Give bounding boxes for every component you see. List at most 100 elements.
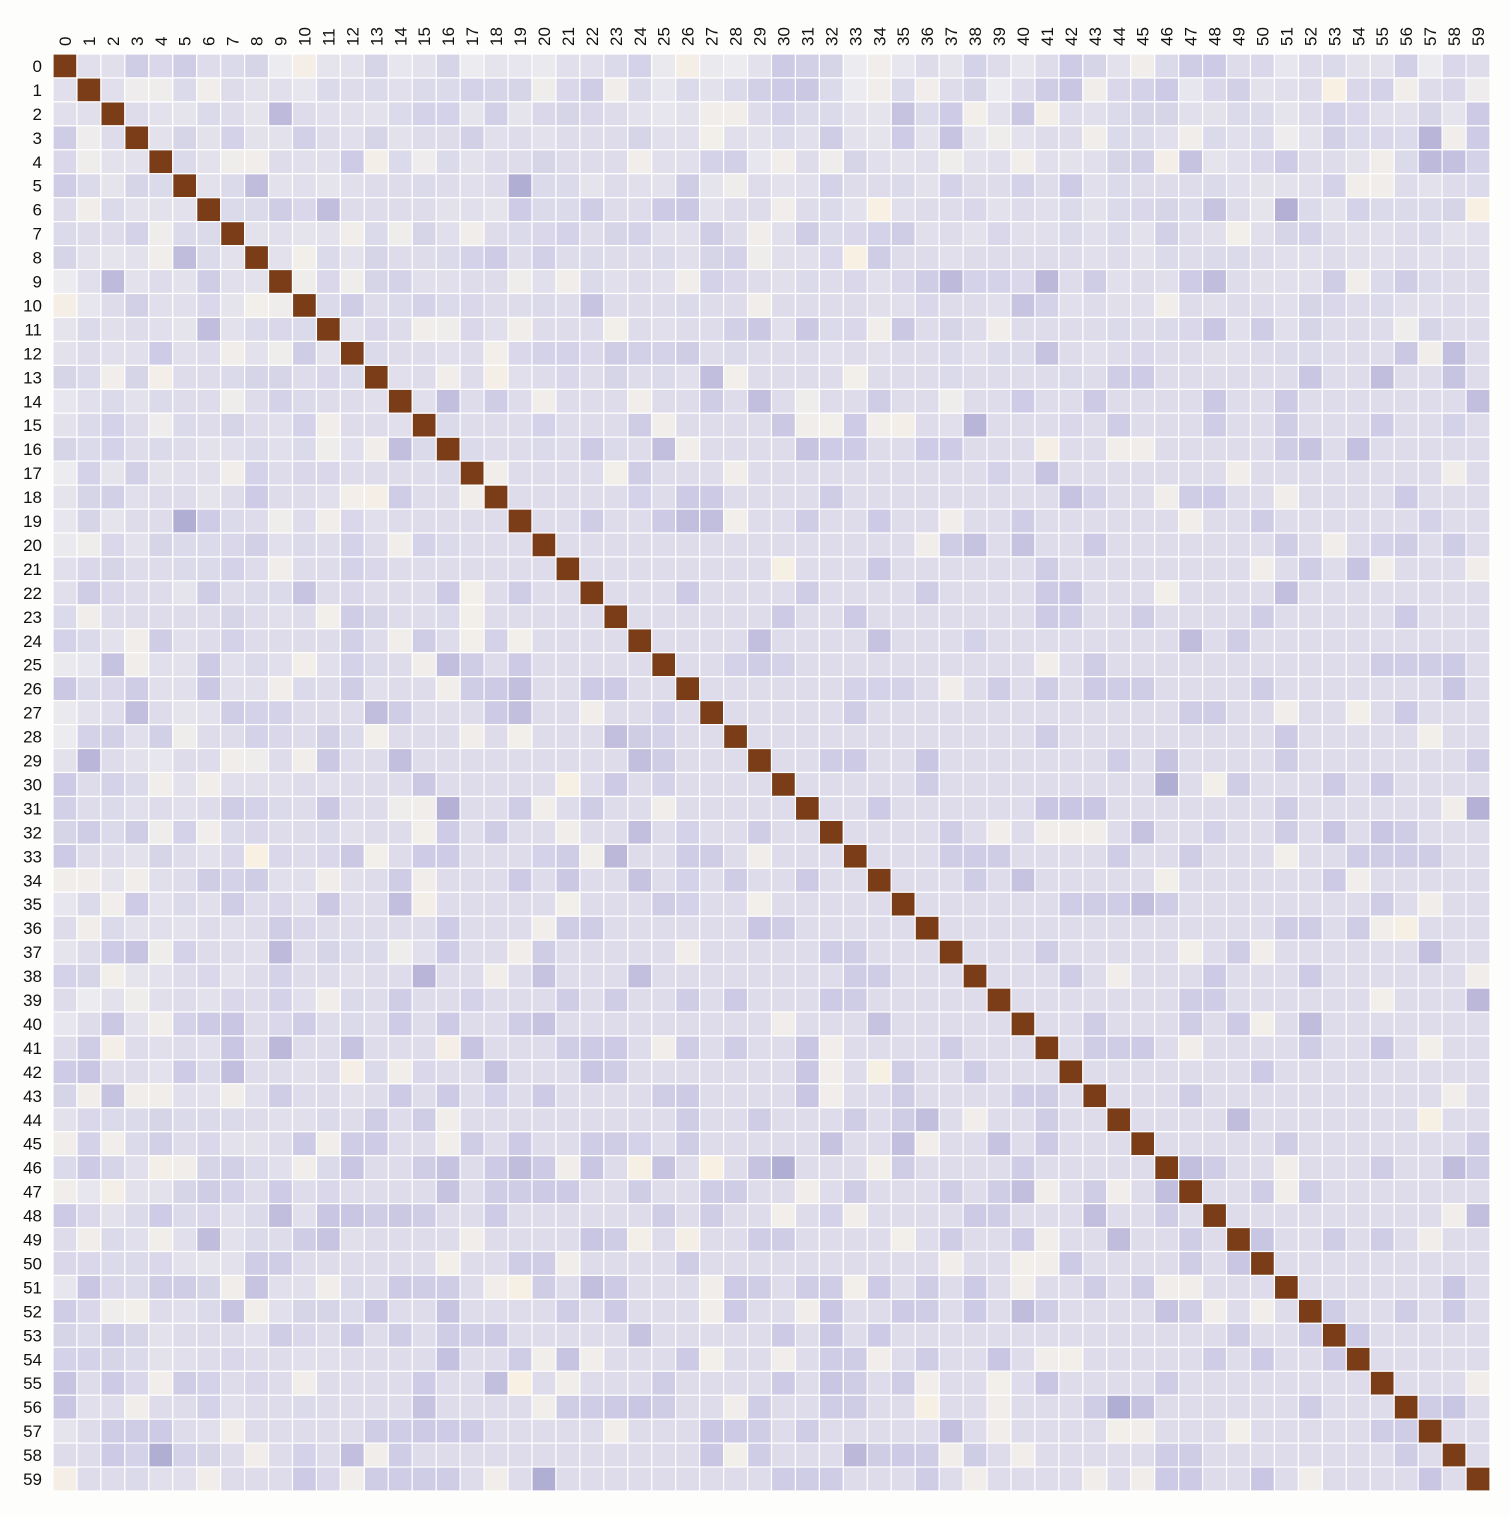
heatmap-cell-1-49	[1227, 78, 1251, 102]
heatmap-cell-22-7	[221, 581, 245, 605]
heatmap-cell-35-50	[1251, 892, 1275, 916]
heatmap-cell-3-15	[412, 126, 436, 150]
heatmap-cell-2-24	[628, 102, 652, 126]
heatmap-cell-52-27	[700, 1299, 724, 1323]
heatmap-cell-28-45	[1131, 725, 1155, 749]
heatmap-cell-5-32	[819, 174, 843, 198]
heatmap-cell-33-3	[125, 844, 149, 868]
heatmap-cell-52-21	[556, 1299, 580, 1323]
heatmap-cell-12-44	[1107, 341, 1131, 365]
heatmap-cell-40-32	[819, 1012, 843, 1036]
heatmap-cell-34-5	[173, 868, 197, 892]
heatmap-cell-27-17	[460, 701, 484, 725]
heatmap-cell-26-16	[436, 677, 460, 701]
heatmap-cell-45-32	[819, 1132, 843, 1156]
heatmap-cell-34-34	[867, 868, 891, 892]
heatmap-cell-43-0	[53, 1084, 77, 1108]
heatmap-cell-4-19	[508, 150, 532, 174]
heatmap-cell-16-46	[1155, 437, 1179, 461]
heatmap-cell-51-44	[1107, 1275, 1131, 1299]
heatmap-cell-50-51	[1274, 1252, 1298, 1276]
y-tick-label: 44	[23, 1111, 42, 1130]
heatmap-cell-8-42	[1059, 246, 1083, 270]
heatmap-cell-13-7	[221, 365, 245, 389]
heatmap-cell-53-58	[1442, 1323, 1466, 1347]
heatmap-cell-10-34	[867, 294, 891, 318]
heatmap-cell-49-17	[460, 1228, 484, 1252]
heatmap-cell-51-20	[532, 1275, 556, 1299]
heatmap-cell-41-27	[700, 1036, 724, 1060]
heatmap-cell-23-8	[245, 605, 269, 629]
heatmap-cell-10-12	[340, 294, 364, 318]
heatmap-cell-55-30	[772, 1371, 796, 1395]
heatmap-cell-22-4	[149, 581, 173, 605]
heatmap-cell-52-33	[843, 1299, 867, 1323]
heatmap-cell-3-27	[700, 126, 724, 150]
heatmap-cell-54-22	[580, 1347, 604, 1371]
heatmap-cell-45-50	[1251, 1132, 1275, 1156]
heatmap-cell-18-3	[125, 485, 149, 509]
heatmap-cell-40-3	[125, 1012, 149, 1036]
heatmap-cell-41-38	[963, 1036, 987, 1060]
heatmap-cell-21-44	[1107, 557, 1131, 581]
heatmap-cell-55-22	[580, 1371, 604, 1395]
heatmap-cell-13-14	[388, 365, 412, 389]
heatmap-cell-4-41	[1035, 150, 1059, 174]
heatmap-cell-33-1	[77, 844, 101, 868]
heatmap-cell-54-19	[508, 1347, 532, 1371]
heatmap-cell-22-33	[843, 581, 867, 605]
heatmap-cell-2-50	[1251, 102, 1275, 126]
heatmap-cell-54-14	[388, 1347, 412, 1371]
heatmap-cell-11-48	[1203, 317, 1227, 341]
heatmap-cell-45-56	[1394, 1132, 1418, 1156]
heatmap-cell-15-21	[556, 413, 580, 437]
heatmap-cell-31-5	[173, 796, 197, 820]
heatmap-cell-11-31	[795, 317, 819, 341]
heatmap-cell-46-18	[484, 1156, 508, 1180]
heatmap-cell-30-19	[508, 773, 532, 797]
heatmap-cell-46-54	[1346, 1156, 1370, 1180]
heatmap-cell-32-35	[891, 820, 915, 844]
heatmap-cell-58-49	[1227, 1443, 1251, 1467]
heatmap-cell-4-53	[1322, 150, 1346, 174]
heatmap-cell-17-4	[149, 461, 173, 485]
heatmap-cell-39-7	[221, 988, 245, 1012]
heatmap-cell-10-57	[1418, 294, 1442, 318]
heatmap-cell-23-56	[1394, 605, 1418, 629]
heatmap-cell-55-55	[1370, 1371, 1394, 1395]
heatmap-cell-27-19	[508, 701, 532, 725]
heatmap-cell-40-21	[556, 1012, 580, 1036]
heatmap-cell-20-59	[1466, 533, 1490, 557]
heatmap-cell-51-9	[269, 1275, 293, 1299]
heatmap-cell-58-15	[412, 1443, 436, 1467]
y-tick-label: 39	[23, 991, 42, 1010]
heatmap-cell-10-40	[1011, 294, 1035, 318]
heatmap-cell-5-23	[604, 174, 628, 198]
heatmap-cell-0-11	[316, 54, 340, 78]
heatmap-cell-5-59	[1466, 174, 1490, 198]
heatmap-cell-14-12	[340, 389, 364, 413]
heatmap-cell-6-41	[1035, 198, 1059, 222]
y-tick-label: 29	[23, 752, 42, 771]
heatmap-cell-33-18	[484, 844, 508, 868]
heatmap-cell-10-31	[795, 294, 819, 318]
heatmap-cell-24-45	[1131, 629, 1155, 653]
heatmap-cell-21-56	[1394, 557, 1418, 581]
heatmap-cell-13-54	[1346, 365, 1370, 389]
y-tick-label: 1	[33, 81, 42, 100]
heatmap-cell-25-31	[795, 653, 819, 677]
heatmap-cell-56-24	[628, 1395, 652, 1419]
heatmap-cell-29-54	[1346, 749, 1370, 773]
heatmap-cell-36-40	[1011, 916, 1035, 940]
heatmap-cell-23-45	[1131, 605, 1155, 629]
heatmap-cell-40-20	[532, 1012, 556, 1036]
heatmap-cell-40-59	[1466, 1012, 1490, 1036]
heatmap-cell-26-32	[819, 677, 843, 701]
heatmap-cell-48-36	[915, 1204, 939, 1228]
heatmap-cell-22-3	[125, 581, 149, 605]
heatmap-cell-24-28	[724, 629, 748, 653]
heatmap-cell-39-6	[197, 988, 221, 1012]
heatmap-cell-14-40	[1011, 389, 1035, 413]
heatmap-cell-54-10	[293, 1347, 317, 1371]
heatmap-cell-20-27	[700, 533, 724, 557]
